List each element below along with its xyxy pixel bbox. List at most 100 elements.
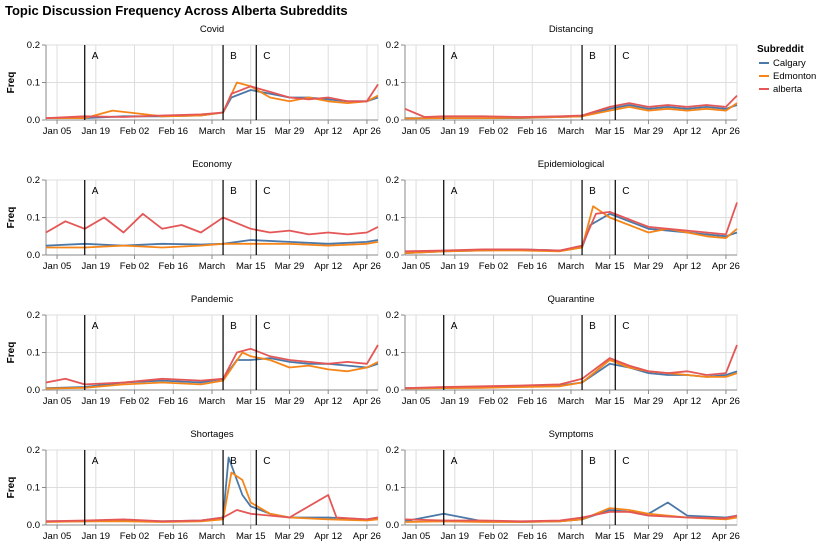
series-line-alberta	[45, 344, 379, 386]
x-tick-label: Feb 16	[158, 261, 188, 272]
x-tick-label: Apr 12	[673, 396, 701, 407]
y-tick-label: 0.1	[386, 213, 399, 224]
x-tick-label: Jan 19	[82, 126, 111, 137]
y-tick-label: 0.2	[27, 175, 40, 186]
x-tick-label: Feb 16	[517, 531, 547, 542]
x-tick-label: March	[558, 531, 584, 542]
panel-title: Quarantine	[547, 294, 594, 305]
panel-title: Symptoms	[549, 429, 594, 440]
panel-title: Pandemic	[191, 294, 233, 305]
y-tick-label: 0.2	[386, 445, 399, 456]
event-marker-label: B	[230, 321, 237, 332]
x-tick-label: Apr 26	[353, 261, 381, 272]
y-tick-label: 0.0	[27, 115, 40, 126]
x-tick-label: Jan 19	[82, 396, 111, 407]
x-tick-label: Jan 05	[402, 261, 431, 272]
x-tick-label: Mar 29	[634, 531, 664, 542]
x-tick-label: March	[199, 126, 225, 137]
x-tick-label: March	[558, 261, 584, 272]
y-tick-label: 0.1	[386, 348, 399, 359]
x-tick-label: March	[199, 531, 225, 542]
x-tick-label: Apr 12	[314, 396, 342, 407]
x-tick-label: Apr 26	[712, 126, 740, 137]
panel-title: Distancing	[549, 24, 593, 35]
y-tick-label: 0.2	[27, 310, 40, 321]
x-tick-label: Feb 02	[120, 261, 150, 272]
x-tick-label: Feb 02	[479, 261, 509, 272]
x-tick-label: Jan 05	[402, 126, 431, 137]
x-tick-label: Apr 26	[712, 531, 740, 542]
event-marker-label: C	[622, 51, 629, 62]
event-marker-label: A	[92, 456, 99, 467]
y-tick-label: 0.2	[27, 40, 40, 51]
y-axis-title: Freq	[6, 72, 17, 94]
legend-label-calgary: Calgary	[773, 58, 806, 69]
panel-symptoms: Symptoms Jan 05 Jan 19 Feb 02 Feb 16 March Mar…	[386, 429, 740, 542]
x-tick-label: Feb 02	[479, 531, 509, 542]
series-line-alberta	[404, 94, 738, 118]
event-marker-label: A	[92, 51, 99, 62]
series-line-edmonton	[404, 102, 738, 120]
x-tick-label: Jan 05	[43, 396, 72, 407]
series-line-alberta	[45, 494, 379, 523]
x-tick-label: Feb 02	[479, 126, 509, 137]
x-tick-label: Mar 29	[634, 396, 664, 407]
x-tick-label: Apr 12	[314, 126, 342, 137]
y-tick-label: 0.0	[27, 385, 40, 396]
event-marker-label: C	[263, 456, 270, 467]
x-tick-label: Feb 16	[158, 396, 188, 407]
x-tick-label: Jan 05	[43, 531, 72, 542]
x-tick-label: Apr 26	[353, 126, 381, 137]
legend-title: Subreddit	[757, 44, 804, 55]
x-tick-label: Mar 15	[595, 261, 625, 272]
y-tick-label: 0.0	[386, 385, 399, 396]
x-tick-label: Mar 29	[275, 126, 305, 137]
x-tick-label: Feb 16	[158, 126, 188, 137]
x-tick-label: Mar 15	[236, 126, 266, 137]
x-tick-label: Feb 16	[517, 396, 547, 407]
panel-title: Epidemiological	[538, 159, 605, 170]
x-tick-label: Apr 26	[353, 531, 381, 542]
event-marker-label: B	[589, 456, 596, 467]
x-tick-label: Jan 05	[43, 126, 72, 137]
panel-epidemiological: Epidemiological Jan 05 Jan 19 Feb 02 Feb 16 M…	[386, 159, 740, 272]
x-tick-label: Apr 26	[712, 396, 740, 407]
event-marker-label: A	[92, 186, 99, 197]
event-marker-label: C	[263, 51, 270, 62]
event-marker-label: B	[589, 51, 596, 62]
y-tick-label: 0.1	[386, 78, 399, 89]
y-tick-label: 0.1	[386, 483, 399, 494]
x-tick-label: Jan 19	[441, 261, 470, 272]
x-tick-label: Feb 02	[120, 126, 150, 137]
event-marker-label: C	[622, 321, 629, 332]
y-tick-label: 0.2	[27, 445, 40, 456]
x-tick-label: Feb 02	[120, 531, 150, 542]
x-tick-label: Jan 05	[402, 396, 431, 407]
series-line-alberta	[404, 511, 738, 523]
legend-label-alberta: alberta	[773, 84, 803, 95]
x-tick-label: Mar 15	[236, 396, 266, 407]
x-tick-label: Mar 29	[275, 261, 305, 272]
series-line-alberta	[45, 212, 379, 236]
panel-economy: Economy Jan 05 Jan 19 Feb 02 Feb 16 March Mar …	[6, 159, 381, 272]
x-tick-label: Mar 29	[634, 261, 664, 272]
x-tick-label: Jan 19	[441, 126, 470, 137]
event-marker-label: C	[622, 456, 629, 467]
event-marker-label: C	[622, 186, 629, 197]
series-line-edmonton	[45, 471, 379, 523]
y-tick-label: 0.1	[27, 483, 40, 494]
event-marker-label: A	[451, 186, 458, 197]
panel-quarantine: Quarantine Jan 05 Jan 19 Feb 02 Feb 16 March M…	[386, 294, 740, 407]
x-tick-label: Apr 12	[673, 261, 701, 272]
y-tick-label: 0.1	[27, 348, 40, 359]
x-tick-label: Jan 19	[82, 531, 111, 542]
x-tick-label: Apr 26	[712, 261, 740, 272]
x-tick-label: March	[558, 126, 584, 137]
legend: Subreddit Calgary Edmonton alberta	[757, 44, 816, 95]
x-tick-label: Apr 26	[353, 396, 381, 407]
y-tick-label: 0.2	[386, 40, 399, 51]
x-tick-label: Mar 29	[634, 126, 664, 137]
x-tick-label: Mar 29	[275, 531, 305, 542]
event-marker-label: C	[263, 321, 270, 332]
